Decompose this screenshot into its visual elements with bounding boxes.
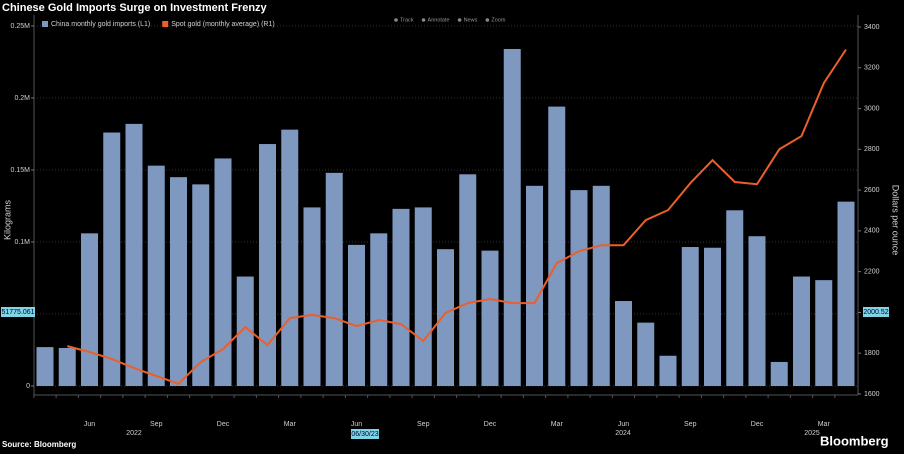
crosshair-label: 2000.52 [863, 309, 888, 316]
y-tick-label: 0.25M [11, 23, 31, 30]
bar [659, 355, 677, 386]
bar [348, 244, 365, 386]
toolbar-button[interactable]: Track [400, 17, 414, 23]
bar [236, 276, 254, 386]
bar [103, 132, 121, 386]
bar [592, 185, 610, 386]
legend-label: China monthly gold imports (L1) [51, 21, 150, 28]
bar [570, 190, 588, 386]
x-tick-label: Mar [551, 421, 564, 428]
bar [503, 48, 521, 386]
bar [414, 207, 432, 386]
toolbar-button[interactable]: Zoom [491, 17, 505, 23]
bar [125, 123, 143, 386]
x-tick-label: Mar [284, 421, 297, 428]
bar [437, 249, 454, 386]
x-tick-label: Jun [84, 421, 95, 428]
crosshair-label: 51775.061 [1, 309, 34, 316]
bar [704, 247, 721, 386]
bar [303, 207, 321, 386]
bar [637, 322, 655, 386]
bar [815, 280, 833, 386]
toolbar-icon [485, 18, 490, 22]
line [67, 48, 847, 385]
legend-swatch [42, 21, 48, 27]
x-tick-label: Sep [417, 421, 430, 428]
source: Source: Bloomberg [2, 440, 76, 449]
y2-tick-label: 2200 [864, 269, 880, 276]
toolbar-button[interactable]: Annotate [428, 17, 450, 23]
y2-axis-title: Dollars per ounce [891, 185, 901, 256]
x-tick-label: Sep [684, 421, 697, 428]
y2-tick-label: 3200 [864, 65, 880, 72]
brand: Bloomberg [820, 433, 889, 448]
bar [548, 106, 566, 386]
y2-tick-label: 2400 [864, 228, 880, 235]
bar [748, 236, 766, 386]
x-tick-label: Sep [150, 421, 163, 428]
crosshair-label: 06/30/23 [351, 431, 378, 438]
bar [325, 172, 343, 386]
bar [214, 158, 232, 386]
y2-tick-label: 3000 [864, 105, 880, 112]
legend-label: Spot gold (monthly average) (R1) [171, 21, 275, 28]
toolbar-button[interactable]: News [464, 17, 478, 23]
x-tick-label: Dec [751, 421, 764, 428]
crosshair-box [1, 307, 35, 317]
bar [837, 201, 855, 386]
legend-swatch [162, 21, 169, 27]
bar [681, 247, 699, 386]
y2-tick-label: 2600 [864, 187, 880, 194]
bar [481, 250, 499, 386]
bar [58, 347, 76, 386]
bar [81, 233, 98, 386]
bar [170, 177, 187, 386]
x-tick-label: Dec [484, 421, 497, 428]
bar [370, 233, 388, 386]
bar [793, 276, 810, 386]
toolbar-icon [421, 18, 426, 22]
y2-tick-label: 1600 [864, 391, 880, 398]
bar [770, 361, 788, 386]
bar [281, 129, 299, 386]
bar [459, 174, 477, 386]
crosshair-box [863, 307, 889, 317]
year-label: 2024 [615, 430, 631, 437]
y-tick-label: 0.15M [11, 167, 31, 174]
y-axis-title: Kilograms [2, 199, 12, 240]
bar [147, 165, 165, 386]
bar [526, 185, 543, 386]
toolbar-icon [394, 18, 398, 22]
bar [726, 210, 744, 386]
x-tick-label: Jun [351, 421, 362, 428]
y2-tick-label: 1800 [864, 350, 880, 357]
year-label: 2022 [126, 430, 142, 437]
x-tick-label: Jun [618, 421, 629, 428]
toolbar-icon [457, 18, 462, 22]
y-tick-label: 0.2M [14, 95, 30, 102]
bar [36, 347, 54, 386]
x-tick-label: Mar [818, 421, 831, 428]
y2-tick-label: 2800 [864, 146, 880, 153]
crosshair-box [351, 429, 379, 439]
y-tick-label: 0.1M [14, 239, 30, 246]
bar [259, 144, 276, 386]
chart-title: Chinese Gold Imports Surge on Investment… [2, 2, 268, 14]
year-label: 2025 [804, 430, 820, 437]
bar [392, 208, 410, 386]
y2-tick-label: 3400 [864, 24, 880, 31]
bar [192, 184, 210, 386]
y-tick-label: 0 [26, 383, 30, 390]
x-tick-label: Dec [217, 421, 230, 428]
bar [615, 301, 632, 386]
